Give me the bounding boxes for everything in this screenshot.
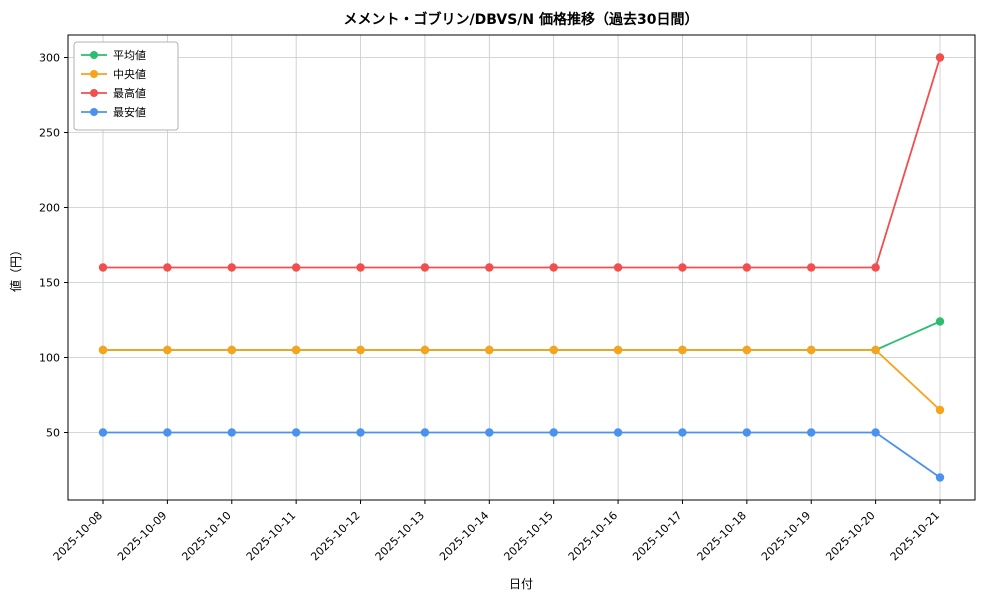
legend-item-3: 最安値 (81, 105, 146, 119)
legend-marker (90, 51, 98, 59)
data-point (807, 263, 816, 272)
series-3 (98, 428, 945, 482)
legend-item-1: 中央値 (81, 68, 146, 81)
x-tick-label: 2025-10-11 (244, 509, 298, 563)
y-tick-label: 150 (39, 277, 60, 290)
data-point (98, 345, 108, 355)
legend-box (73, 41, 179, 131)
legend-label: 平均値 (113, 49, 146, 62)
x-tick-label: 2025-10-09 (115, 509, 169, 563)
data-point (420, 263, 430, 272)
data-point (613, 263, 623, 272)
data-point (613, 345, 623, 355)
data-point (291, 345, 301, 355)
x-tick-label: 2025-10-15 (501, 509, 555, 563)
x-tick-label: 2025-10-10 (179, 509, 233, 563)
legend-item-0: 平均値 (81, 49, 146, 62)
data-point (678, 428, 687, 437)
data-point (549, 263, 558, 272)
series-line (102, 431, 941, 479)
legend-marker (90, 108, 98, 116)
legend-marker (90, 89, 98, 97)
data-point (742, 428, 752, 437)
x-tick-label: 2025-10-14 (437, 509, 491, 563)
data-point (807, 345, 816, 355)
data-point (807, 428, 816, 437)
data-point (163, 345, 172, 355)
data-point (549, 428, 558, 437)
data-point (935, 473, 945, 482)
data-point (935, 317, 945, 326)
data-point (742, 345, 752, 355)
plot-border (67, 34, 976, 501)
x-tick-label: 2025-10-19 (759, 509, 813, 563)
data-point (678, 345, 687, 355)
y-tick-label: 250 (39, 127, 60, 140)
chart-title: メメント・ゴブリン/DBVS/N 価格推移（過去30日間） (344, 11, 699, 28)
data-point (291, 428, 301, 437)
data-point (356, 345, 365, 355)
data-point (742, 263, 752, 272)
data-point (420, 428, 430, 437)
y-axis-label: 値（円） (8, 244, 23, 292)
data-point (227, 263, 236, 272)
data-point (163, 263, 172, 272)
data-point (549, 345, 558, 355)
data-point (356, 428, 365, 437)
series-2 (98, 53, 945, 272)
data-point (935, 405, 945, 415)
legend-label: 最高値 (113, 86, 146, 100)
x-axis-label: 日付 (509, 577, 533, 591)
data-point (227, 428, 236, 437)
x-tick-label: 2025-10-16 (566, 509, 620, 563)
y-tick-label: 50 (46, 427, 60, 440)
x-tick-label: 2025-10-20 (823, 509, 877, 563)
series-1 (98, 345, 945, 415)
data-point (485, 345, 494, 355)
x-tick-label: 2025-10-18 (695, 509, 749, 563)
legend-item-2: 最高値 (81, 86, 146, 100)
data-point (98, 428, 108, 437)
data-point (871, 345, 880, 355)
x-tick-label: 2025-10-17 (630, 509, 684, 563)
data-point (163, 428, 172, 437)
series-line (102, 320, 941, 351)
x-tick-label: 2025-10-08 (51, 509, 105, 563)
legend-label: 最安値 (113, 105, 146, 119)
series-line (102, 349, 941, 411)
data-point (98, 263, 108, 272)
legend-marker (90, 70, 98, 78)
series-0 (98, 317, 945, 355)
data-point (485, 428, 494, 437)
series-line (102, 56, 941, 269)
data-point (485, 263, 494, 272)
data-point (227, 345, 236, 355)
x-tick-label: 2025-10-12 (308, 509, 362, 563)
data-point (613, 428, 623, 437)
y-tick-label: 300 (39, 52, 60, 65)
data-point (871, 263, 880, 272)
data-point (291, 263, 301, 272)
x-tick-label: 2025-10-13 (373, 509, 427, 563)
legend-label: 中央値 (113, 68, 146, 81)
y-tick-label: 100 (39, 352, 60, 365)
data-point (871, 428, 880, 437)
data-point (356, 263, 365, 272)
y-tick-label: 200 (39, 202, 60, 215)
data-point (420, 345, 430, 355)
data-point (678, 263, 687, 272)
data-point (935, 53, 945, 62)
x-tick-label: 2025-10-21 (888, 509, 942, 563)
